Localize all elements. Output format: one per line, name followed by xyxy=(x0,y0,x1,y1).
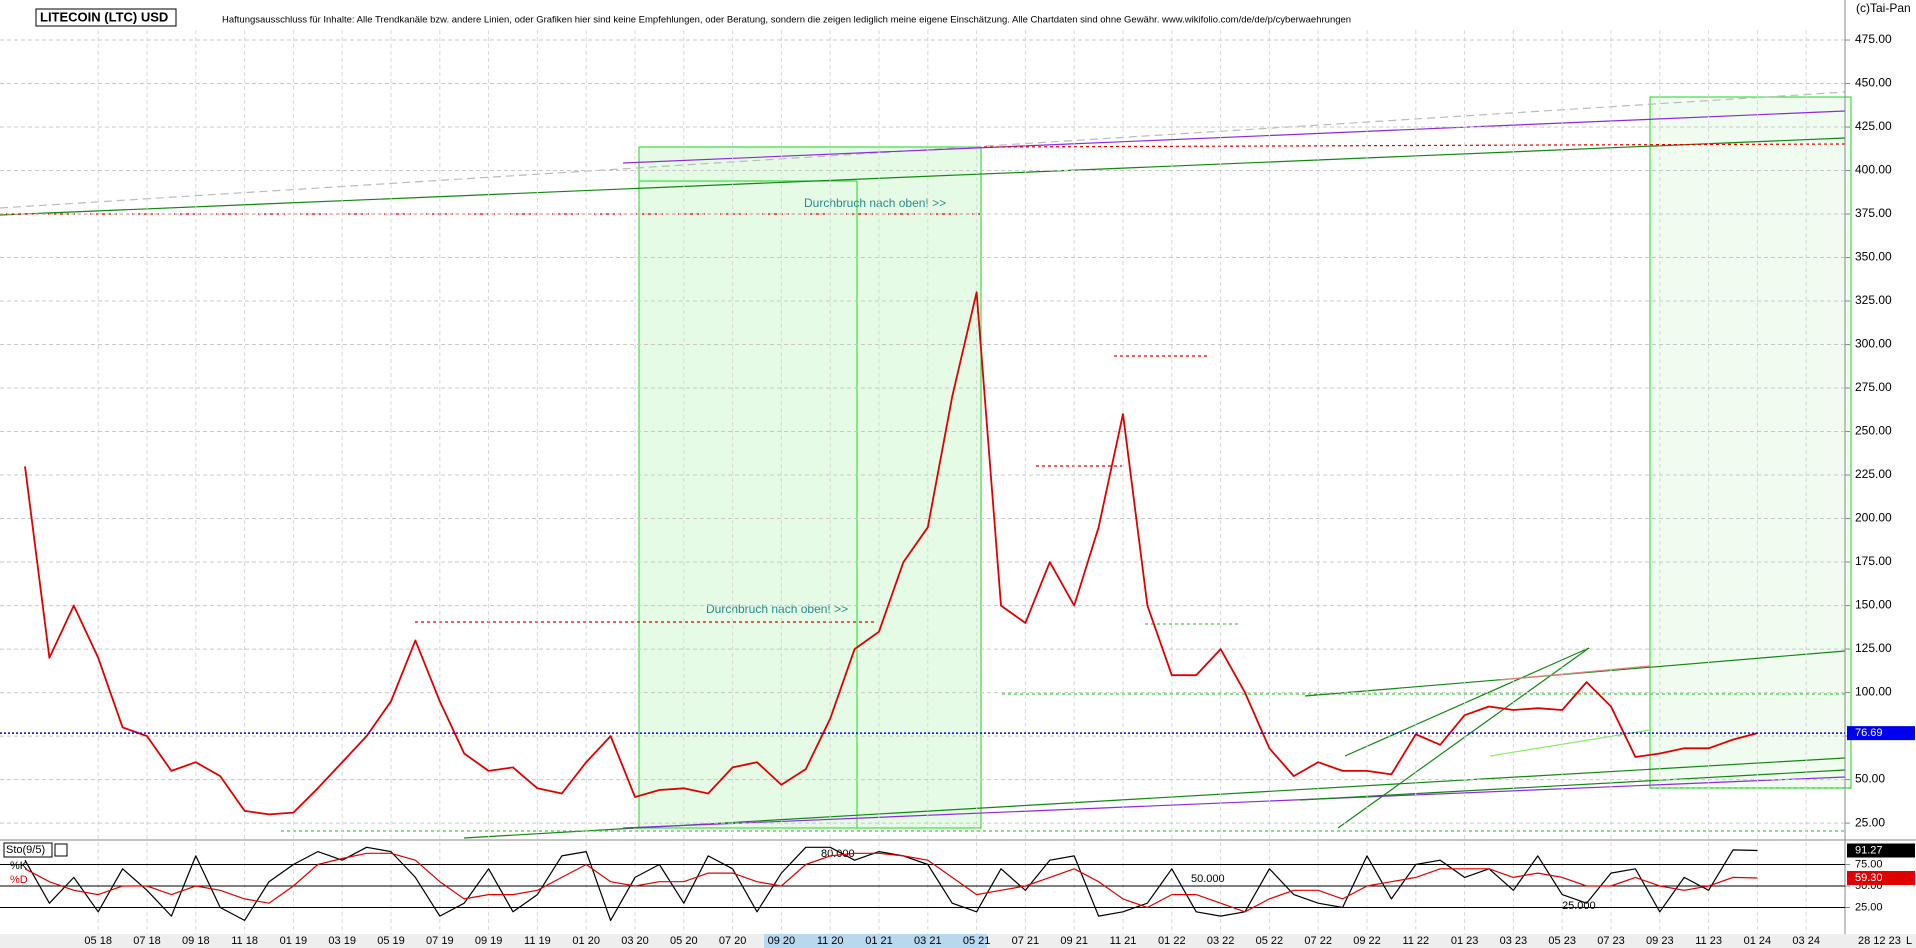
y-tick-label: 325.00 xyxy=(1855,293,1892,307)
y-tick-label: 150.00 xyxy=(1855,598,1892,612)
y-tick-label: 75.00 xyxy=(1855,858,1883,870)
annotation: Durchbruch nach oben! >> xyxy=(804,196,946,210)
x-tick-label: 11 20 xyxy=(817,935,844,947)
y-tick-label: 275.00 xyxy=(1855,380,1892,394)
x-tick-label: 05 23 xyxy=(1548,935,1576,947)
x-tick-label: 05 18 xyxy=(84,935,112,947)
x-tick-label: 09 23 xyxy=(1646,935,1674,947)
x-tick-label: 03 23 xyxy=(1500,935,1528,947)
x-tick-label: 03 24 xyxy=(1792,935,1820,947)
x-tick-label: 07 19 xyxy=(426,935,454,947)
x-tick-label: 07 22 xyxy=(1304,935,1332,947)
y-tick-label: 350.00 xyxy=(1855,250,1892,264)
x-tick-label: 09 18 xyxy=(182,935,210,947)
x-tick-label: 05 22 xyxy=(1256,935,1284,947)
x-tick-label: 03 22 xyxy=(1207,935,1235,947)
series-line xyxy=(24,846,1758,921)
y-tick-label: 225.00 xyxy=(1855,467,1892,481)
date-stamp: 28 12 23 xyxy=(1858,935,1901,947)
last-value-label: 59.30 xyxy=(1855,872,1883,884)
indicator-title: Sto(9/5) xyxy=(6,844,45,856)
title-box xyxy=(35,8,177,27)
x-tick-label: 07 18 xyxy=(133,935,161,947)
indicator-annotation: 80.000 xyxy=(821,848,855,860)
x-tick-label: 01 21 xyxy=(865,935,893,947)
indicator-button[interactable] xyxy=(54,843,68,857)
y-tick-label: 400.00 xyxy=(1855,163,1892,177)
x-tick-label: 05 21 xyxy=(963,935,991,947)
x-tick-label: 11 19 xyxy=(524,935,551,947)
y-tick-label: 50.00 xyxy=(1855,772,1885,786)
highlight-box xyxy=(638,146,982,829)
indicator-annotation: 50.000 xyxy=(1191,873,1225,885)
x-tick-label: 07 23 xyxy=(1597,935,1625,947)
x-tick-label: 01 19 xyxy=(280,935,308,947)
disclaimer: Haftungsausschluss für Inhalte: Alle Tre… xyxy=(222,15,1351,26)
x-tick-label: 03 19 xyxy=(328,935,356,947)
y-tick-label: 450.00 xyxy=(1855,76,1892,90)
legend-entry: %D xyxy=(10,874,28,886)
x-tick-label: 01 23 xyxy=(1451,935,1479,947)
x-tick-label: 03 21 xyxy=(914,935,942,947)
x-tick-label: 05 19 xyxy=(377,935,405,947)
x-tick-label: 11 18 xyxy=(231,935,258,947)
x-tick-label: 09 21 xyxy=(1060,935,1088,947)
x-tick-label: 01 24 xyxy=(1744,935,1772,947)
indicator-box xyxy=(3,842,53,858)
mode-indicator: L xyxy=(1906,935,1912,947)
y-tick-label: 475.00 xyxy=(1855,32,1892,46)
last-value-box xyxy=(1847,726,1915,741)
x-tick-label: 07 21 xyxy=(1012,935,1040,947)
y-tick-label: 175.00 xyxy=(1855,554,1892,568)
x-tick-label: 09 20 xyxy=(768,935,796,947)
x-tick-label: 07 20 xyxy=(719,935,747,947)
x-tick-label: 09 22 xyxy=(1353,935,1381,947)
x-tick-label: 11 22 xyxy=(1402,935,1429,947)
series-line xyxy=(24,291,1758,816)
last-value-box xyxy=(1847,871,1915,886)
series-line xyxy=(24,852,1758,913)
x-tick-label: 09 19 xyxy=(475,935,503,947)
last-value-box xyxy=(1847,843,1915,858)
y-tick-label: 200.00 xyxy=(1855,511,1892,525)
last-value-label: 76.69 xyxy=(1855,727,1883,739)
annotation: Durchbruch nach oben! >> xyxy=(706,602,848,616)
y-tick-label: 250.00 xyxy=(1855,424,1892,438)
y-tick-label: 100.00 xyxy=(1855,685,1892,699)
y-tick-label: 425.00 xyxy=(1855,119,1892,133)
trend-lines xyxy=(0,91,1851,839)
x-axis-highlight xyxy=(764,934,987,948)
y-tick-label: 300.00 xyxy=(1855,337,1892,351)
chart-title: LITECOIN (LTC) USD xyxy=(40,9,168,24)
y-tick-label: 375.00 xyxy=(1855,206,1892,220)
legend-entry: %K xyxy=(10,860,28,872)
x-tick-label: 11 21 xyxy=(1110,935,1137,947)
y-tick-label: 25.00 xyxy=(1855,901,1883,913)
indicator-annotation: 25.000 xyxy=(1562,900,1596,912)
y-tick-label: 125.00 xyxy=(1855,641,1892,655)
x-tick-label: 03 20 xyxy=(621,935,649,947)
last-value-label: 91.27 xyxy=(1855,844,1883,856)
x-tick-label: 11 23 xyxy=(1695,935,1722,947)
x-tick-label: 01 20 xyxy=(572,935,600,947)
x-tick-label: 01 22 xyxy=(1158,935,1186,947)
copyright: (c)Tai-Pan xyxy=(1856,1,1911,15)
highlight-box xyxy=(1649,96,1852,789)
x-tick-label: 05 20 xyxy=(670,935,698,947)
y-tick-label: 25.00 xyxy=(1855,815,1885,829)
